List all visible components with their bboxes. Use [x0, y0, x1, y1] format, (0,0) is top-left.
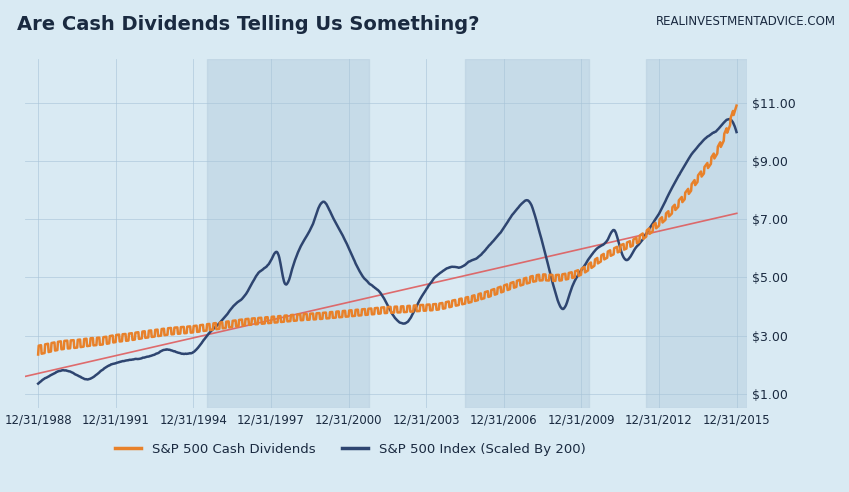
S&P 500 Cash Dividends [400, 309, 410, 315]
S&P 500 Cash Dividends [33, 352, 43, 358]
S&P 500 Index (Scaled By 200) [33, 381, 43, 387]
S&P 500 Index (Scaled By 200) [268, 252, 278, 258]
S&P 500 Cash Dividends [268, 314, 278, 320]
Line: S&P 500 Cash Dividends: S&P 500 Cash Dividends [38, 106, 737, 355]
S&P 500 Cash Dividends [151, 327, 161, 333]
S&P 500 Index (Scaled By 200) [336, 230, 346, 236]
S&P 500 Index (Scaled By 200) [414, 297, 424, 303]
Legend: S&P 500 Cash Dividends, S&P 500 Index (Scaled By 200): S&P 500 Cash Dividends, S&P 500 Index (S… [110, 437, 591, 461]
Bar [206, 59, 369, 408]
Line: S&P 500 Index (Scaled By 200): S&P 500 Index (Scaled By 200) [38, 119, 737, 384]
S&P 500 Index (Scaled By 200) [400, 320, 410, 326]
S&P 500 Index (Scaled By 200) [732, 129, 742, 135]
S&P 500 Cash Dividends [732, 103, 742, 109]
S&P 500 Cash Dividends [414, 308, 424, 314]
S&P 500 Index (Scaled By 200) [723, 116, 734, 122]
S&P 500 Cash Dividends [336, 314, 346, 320]
S&P 500 Index (Scaled By 200) [151, 351, 161, 357]
Bar [646, 59, 747, 408]
Text: Are Cash Dividends Telling Us Something?: Are Cash Dividends Telling Us Something? [17, 15, 480, 34]
S&P 500 Cash Dividends [126, 331, 136, 337]
Text: REALINVESTMENTADVICE.COM: REALINVESTMENTADVICE.COM [656, 15, 836, 28]
Bar [465, 59, 589, 408]
S&P 500 Index (Scaled By 200) [126, 357, 136, 363]
